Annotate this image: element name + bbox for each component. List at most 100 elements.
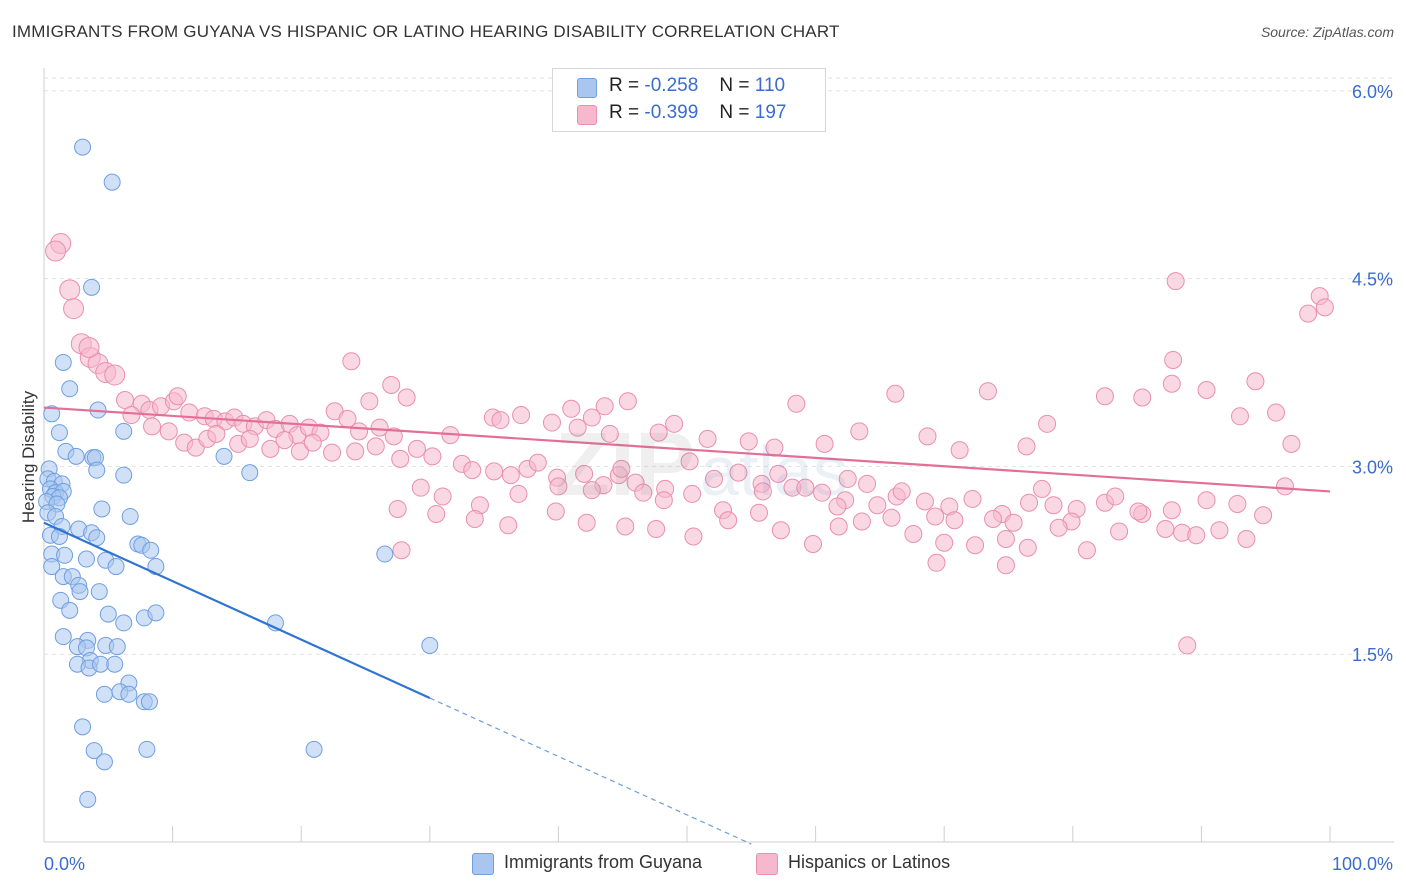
legend-n-value: 197 (754, 102, 787, 123)
data-point-hispanics (512, 406, 531, 425)
data-point-hispanics (501, 466, 520, 485)
data-point-guyana (108, 638, 126, 656)
legend-n-value: 110 (754, 75, 786, 96)
data-point-guyana (67, 447, 85, 465)
data-point-hispanics (360, 392, 379, 411)
data-point-hispanics (323, 443, 342, 462)
data-point-hispanics (392, 541, 411, 560)
data-point-hispanics (771, 521, 790, 540)
data-point-hispanics (45, 240, 67, 262)
data-point-hispanics (463, 461, 482, 480)
data-point-hispanics (1020, 493, 1039, 512)
data-point-hispanics (391, 449, 410, 468)
data-point-guyana (215, 447, 233, 465)
data-point-hispanics (1162, 501, 1181, 520)
data-point-hispanics (769, 464, 788, 483)
data-point-hispanics (1197, 381, 1216, 400)
data-point-hispanics (240, 429, 259, 448)
data-point-hispanics (882, 508, 901, 527)
data-point-hispanics (1077, 541, 1096, 560)
data-point-hispanics (1032, 479, 1051, 498)
data-point-hispanics (427, 504, 446, 523)
data-point-hispanics (915, 492, 934, 511)
data-point-hispanics (829, 517, 848, 536)
legend-r-value: -0.399 (644, 102, 699, 123)
data-point-guyana (95, 753, 113, 771)
data-point-guyana (71, 583, 89, 601)
data-point-guyana (138, 740, 156, 758)
data-point-guyana (88, 461, 106, 479)
data-point-hispanics (978, 382, 997, 401)
data-point-hispanics (1162, 374, 1181, 393)
data-point-hispanics (1237, 530, 1256, 549)
bottom-legend-label: Hispanics or Latinos (788, 852, 951, 872)
data-point-hispanics (918, 427, 937, 446)
data-point-hispanics (892, 482, 911, 501)
data-point-hispanics (290, 442, 309, 461)
data-point-hispanics (159, 422, 178, 441)
data-point-hispanics (303, 433, 322, 452)
data-point-hispanics (796, 478, 815, 497)
data-point-hispanics (787, 394, 806, 413)
trend-line-guyana (43, 521, 431, 700)
data-point-hispanics (207, 424, 226, 443)
data-point-guyana (376, 545, 394, 563)
data-point-guyana (83, 278, 101, 296)
data-point-hispanics (168, 387, 187, 406)
data-point-hispanics (1315, 298, 1334, 317)
data-point-guyana (93, 500, 111, 518)
data-point-hispanics (815, 434, 834, 453)
legend-swatch-blue (577, 78, 597, 98)
data-point-hispanics (275, 431, 294, 450)
data-point-hispanics (1166, 272, 1185, 291)
data-point-hispanics (654, 491, 673, 510)
data-point-hispanics (618, 392, 637, 411)
data-point-hispanics (926, 507, 945, 526)
data-point-guyana (305, 740, 323, 758)
data-point-guyana (90, 583, 108, 601)
data-point-hispanics (600, 424, 619, 443)
data-point-guyana (121, 507, 139, 525)
data-point-hispanics (1299, 304, 1318, 323)
legend-n-label: N = (719, 75, 750, 96)
data-point-hispanics (852, 512, 871, 531)
data-point-hispanics (698, 429, 717, 448)
data-point-guyana (115, 614, 133, 632)
data-point-hispanics (739, 432, 758, 451)
data-point-hispanics (1156, 519, 1175, 538)
data-point-guyana (103, 173, 121, 191)
data-point-hispanics (528, 453, 547, 472)
data-point-hispanics (966, 536, 985, 555)
data-point-hispanics (342, 352, 361, 371)
trend-line-guyana-extension (429, 697, 752, 845)
data-point-hispanics (491, 411, 510, 430)
trend-lines (43, 406, 1331, 845)
data-point-hispanics (719, 511, 738, 530)
data-point-hispanics (1228, 494, 1247, 513)
data-point-hispanics (858, 474, 877, 493)
data-point-guyana (140, 693, 158, 711)
data-point-hispanics (1129, 502, 1148, 521)
data-point-hispanics (1275, 477, 1294, 496)
data-point-hispanics (1266, 403, 1285, 422)
data-point-guyana (95, 685, 113, 703)
data-point-hispanics (59, 279, 81, 301)
data-point-guyana (99, 605, 117, 623)
data-point-guyana (77, 550, 95, 568)
data-point-guyana (92, 655, 110, 673)
data-point-hispanics (813, 483, 832, 502)
data-point-guyana (61, 380, 79, 398)
data-point-hispanics (595, 397, 614, 416)
data-point-guyana (56, 546, 74, 564)
data-point-hispanics (261, 439, 280, 458)
data-point-guyana (74, 138, 92, 156)
data-point-hispanics (407, 439, 426, 458)
data-point-hispanics (542, 413, 561, 432)
data-point-hispanics (433, 487, 452, 506)
bottom-legend-swatch-blue (472, 853, 494, 875)
data-point-guyana (79, 790, 97, 808)
data-point-hispanics (1210, 521, 1229, 540)
correlation-legend: R = -0.258 N = 110 R = -0.399 N = 197 (552, 68, 826, 132)
data-point-hispanics (1049, 518, 1068, 537)
